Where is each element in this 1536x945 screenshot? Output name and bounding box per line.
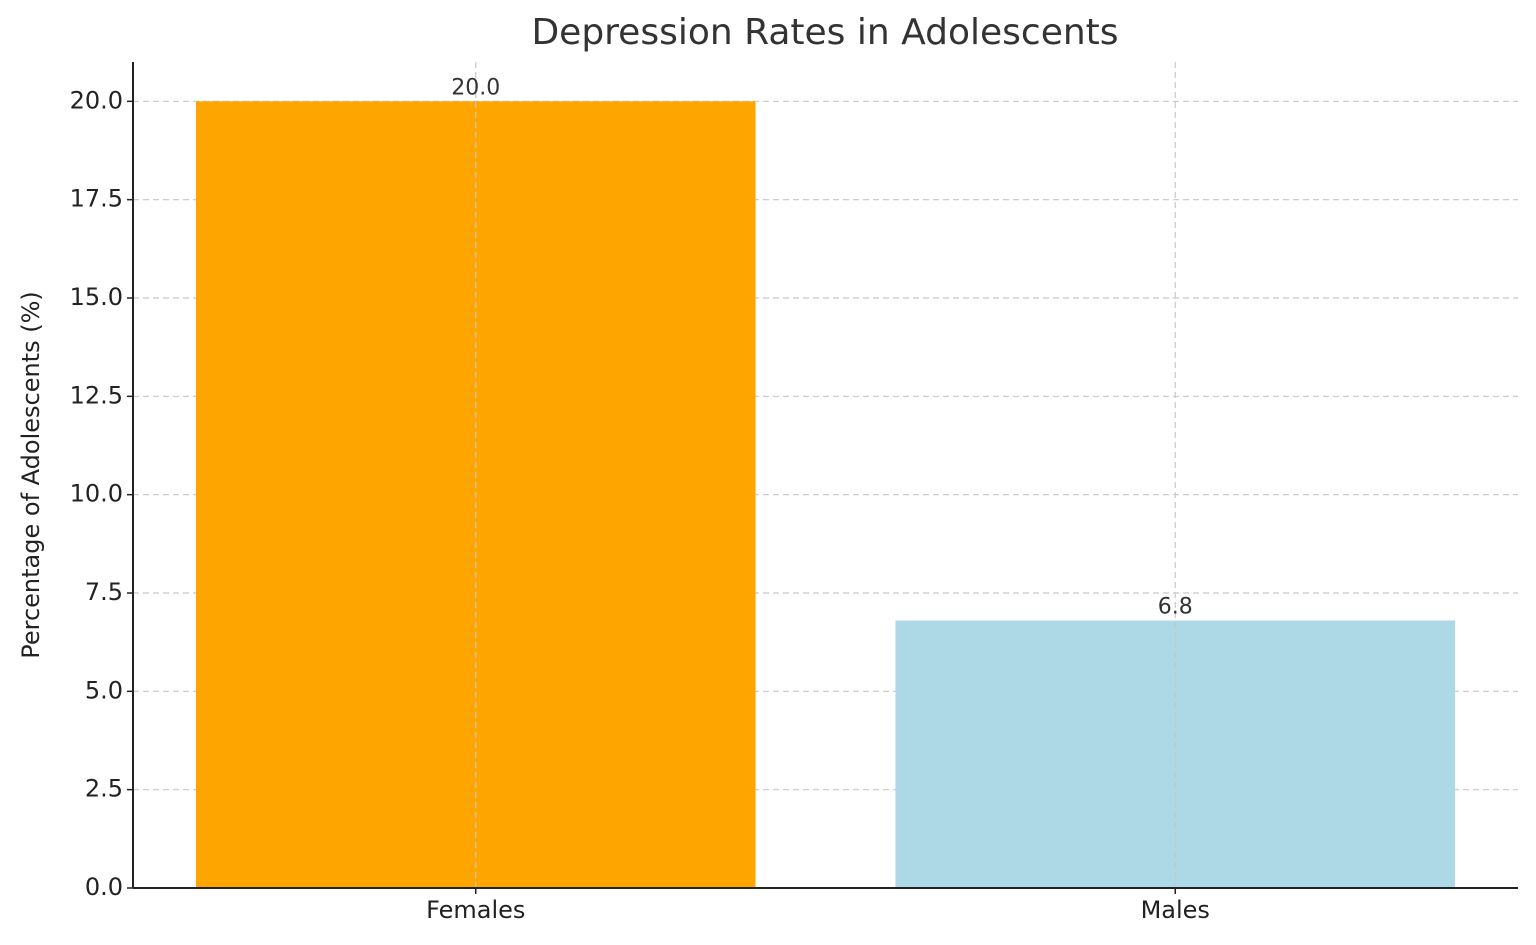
y-tick-label: 17.5 <box>70 185 123 213</box>
value-label: 20.0 <box>451 75 500 100</box>
y-tick-label: 5.0 <box>85 676 123 704</box>
y-axis-label: Percentage of Adolescents (%) <box>17 291 45 659</box>
y-tick-label: 2.5 <box>85 775 123 803</box>
value-label: 6.8 <box>1158 595 1193 620</box>
x-tick-label: Females <box>426 896 525 924</box>
chart-title: Depression Rates in Adolescents <box>531 12 1118 53</box>
y-tick-label: 15.0 <box>70 283 123 311</box>
y-tick-label: 12.5 <box>70 381 123 409</box>
x-tick-label: Males <box>1141 896 1210 924</box>
y-tick-label: 7.5 <box>85 578 123 606</box>
y-tick-label: 0.0 <box>85 873 123 901</box>
y-tick-label: 20.0 <box>70 86 123 114</box>
y-tick-label: 10.0 <box>70 480 123 508</box>
